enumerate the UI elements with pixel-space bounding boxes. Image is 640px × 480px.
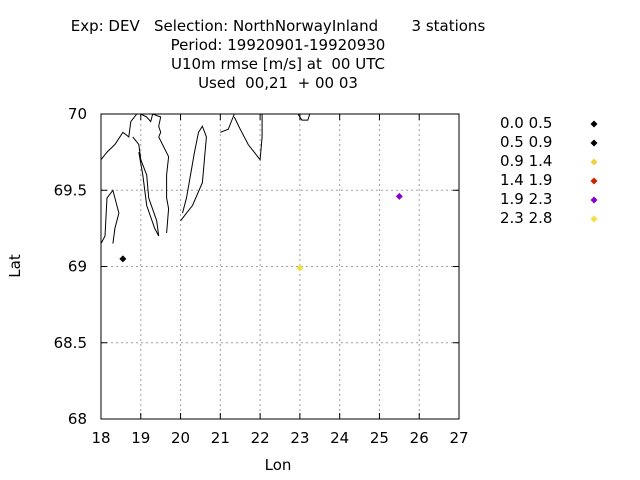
legend-label: 0.9 1.4 (500, 152, 553, 170)
coastline-map (100, 113, 311, 244)
title-line-1: Exp: DEV Selection: NorthNorwayInland 3 … (70, 17, 486, 35)
coastline-segment (233, 114, 263, 161)
y-tick-label: 68 (68, 410, 87, 428)
chart-title: Exp: DEV Selection: NorthNorwayInland 3 … (0, 17, 556, 93)
x-tick-label: 26 (410, 429, 429, 447)
title-line-2: Period: 19920901-19920930 (170, 36, 386, 54)
x-tick-label: 22 (251, 429, 270, 447)
coastline-segment (140, 113, 162, 138)
legend-marker (590, 139, 598, 147)
coastline-segment (100, 113, 138, 161)
legend-label: 0.5 0.9 (500, 133, 553, 151)
legend-marker (590, 196, 598, 204)
y-tick-label: 68.5 (54, 334, 87, 352)
x-tick-label: 20 (171, 429, 190, 447)
data-points (119, 192, 403, 272)
coastline-segment (132, 136, 160, 237)
title-line-4: Used 00,21 + 00 03 (198, 74, 358, 92)
y-tick-label: 70 (68, 105, 87, 123)
x-tick-label: 25 (370, 429, 389, 447)
axis-ticks: 18 19 20 21 22 23 24 25 26 27 68 68.5 69 69.5 70 (54, 105, 469, 447)
x-tick-label: 21 (211, 429, 230, 447)
x-tick-label: 18 (91, 429, 110, 447)
grid-lines (101, 114, 459, 419)
station-point (395, 192, 403, 200)
coastline-segment (220, 113, 235, 133)
y-axis-label: Lat (6, 254, 24, 278)
legend-label: 1.4 1.9 (500, 171, 553, 189)
legend-label: 2.3 2.8 (500, 209, 553, 227)
legend-markers (590, 120, 598, 223)
x-axis-label: Lon (265, 456, 292, 474)
legend-marker (590, 158, 598, 166)
x-tick-label: 19 (131, 429, 150, 447)
station-point (296, 264, 304, 272)
x-tick-label: 27 (449, 429, 468, 447)
plot-frame (100, 113, 460, 420)
coastline-segment (100, 189, 120, 244)
coastline-segment (180, 125, 207, 222)
legend-label: 0.0 0.5 (500, 114, 553, 132)
legend-marker (590, 177, 598, 185)
title-line-3: U10m rmse [m/s] at 00 UTC (171, 55, 385, 73)
legend-marker (590, 120, 598, 128)
legend-label: 1.9 2.3 (500, 190, 553, 208)
x-tick-label: 23 (290, 429, 309, 447)
x-tick-label: 24 (330, 429, 349, 447)
coastline-segment (158, 136, 170, 234)
station-point (119, 255, 127, 263)
y-tick-label: 69.5 (54, 181, 87, 199)
y-tick-label: 69 (68, 258, 87, 276)
legend-marker (590, 215, 598, 223)
